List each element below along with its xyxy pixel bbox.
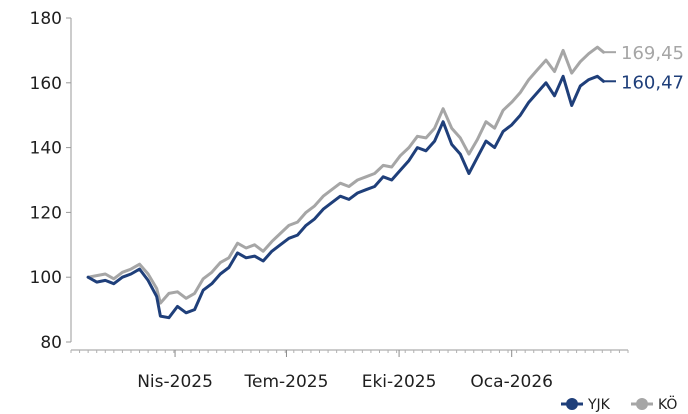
legend-marker-YJK — [566, 398, 578, 410]
y-tick-label: 160 — [30, 74, 62, 94]
series-line-YJK — [86, 74, 605, 320]
y-tick-label: 120 — [30, 203, 62, 223]
series-layer — [86, 45, 605, 320]
legend-label: YJK — [587, 397, 611, 413]
x-tick-label: Tem-2025 — [243, 372, 328, 392]
x-axis: Nis-2025 Tem-2025 Eki-2025 Oca-2026 — [70, 349, 629, 392]
legend-label: KÖ — [658, 395, 677, 413]
legend: YJK KÖ — [561, 395, 677, 413]
y-tick-label: 100 — [30, 268, 62, 288]
end-labels: 160,47 169,45 — [603, 43, 684, 93]
x-tick-label: Oca-2026 — [470, 372, 553, 392]
end-value-label: 169,45 — [621, 43, 684, 64]
x-tick-label: Nis-2025 — [137, 372, 213, 392]
y-axis: 80 100 120 140 160 180 — [30, 9, 72, 353]
end-value-label: 160,47 — [621, 72, 684, 93]
x-tick-label: Eki-2025 — [362, 372, 437, 392]
legend-marker-KÖ — [636, 398, 648, 410]
y-tick-label: 80 — [40, 333, 62, 353]
y-tick-label: 140 — [30, 139, 62, 159]
series-line-KÖ — [86, 45, 605, 305]
y-tick-label: 180 — [30, 9, 62, 29]
